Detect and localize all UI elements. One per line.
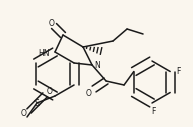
Text: O: O (47, 88, 53, 97)
Text: F: F (176, 67, 180, 76)
Text: O: O (86, 89, 92, 98)
Text: O: O (21, 109, 27, 118)
Text: F: F (151, 107, 155, 115)
Text: O: O (49, 19, 55, 28)
Text: N: N (94, 61, 100, 70)
Text: S: S (35, 99, 39, 107)
Text: HN: HN (38, 49, 50, 58)
